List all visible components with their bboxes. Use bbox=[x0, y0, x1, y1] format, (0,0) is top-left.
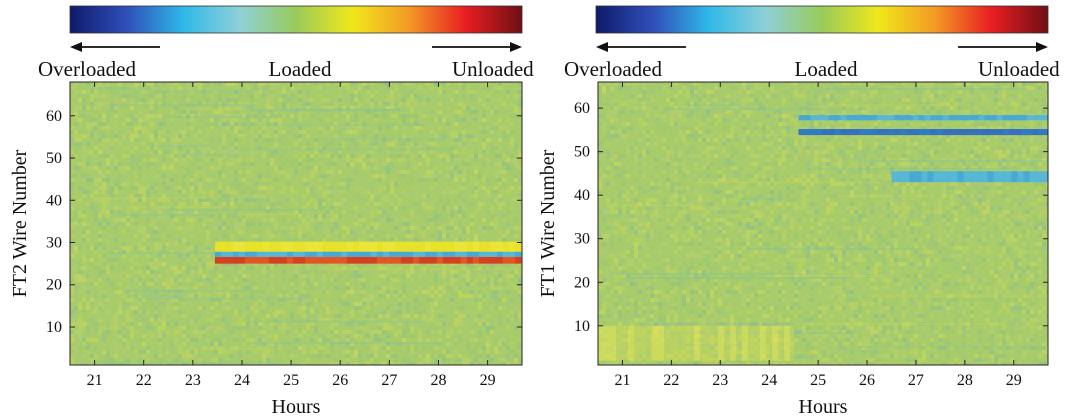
x-tick-label: 22 bbox=[663, 372, 679, 389]
x-tick-label: 22 bbox=[136, 372, 152, 389]
y-tick-label: 20 bbox=[574, 274, 590, 291]
y-tick-label: 30 bbox=[46, 235, 62, 252]
y-axis-label: FT1 Wire Number bbox=[537, 149, 559, 297]
y-tick-label: 10 bbox=[574, 318, 590, 335]
x-tick-label: 23 bbox=[185, 372, 201, 389]
heatmap-band bbox=[891, 171, 1048, 183]
legend-loaded-label: Loaded bbox=[269, 57, 332, 81]
y-tick-label: 50 bbox=[46, 150, 62, 167]
unloaded-arrow-icon bbox=[432, 42, 522, 52]
y-tick-label: 40 bbox=[574, 187, 590, 204]
heatmap-band bbox=[798, 115, 1048, 121]
x-tick-label: 24 bbox=[761, 372, 777, 389]
y-tick-label: 40 bbox=[46, 192, 62, 209]
x-tick-label: 29 bbox=[1006, 372, 1022, 389]
overloaded-arrow-icon bbox=[70, 42, 160, 52]
legend-unloaded-label: Unloaded bbox=[978, 57, 1060, 81]
y-axis-label: FT2 Wire Number bbox=[9, 149, 31, 297]
x-tick-label: 26 bbox=[859, 372, 875, 389]
chart-panel-1: Overloaded Loaded Unloaded 21 22 23 24 25 26 27 28… bbox=[9, 5, 534, 418]
x-tick-label: 28 bbox=[430, 372, 446, 389]
heatmap-band bbox=[798, 129, 1048, 136]
y-tick-label: 60 bbox=[574, 100, 590, 117]
heatmap-band bbox=[214, 241, 522, 252]
x-tick-label: 25 bbox=[283, 372, 299, 389]
x-tick-label: 29 bbox=[480, 372, 496, 389]
plot-frame bbox=[597, 81, 1049, 366]
x-tick-label: 24 bbox=[234, 372, 250, 389]
legend-loaded-label: Loaded bbox=[795, 57, 858, 81]
y-tick-label: 50 bbox=[574, 144, 590, 161]
plot-frame bbox=[69, 81, 523, 366]
legend-overloaded-label: Overloaded bbox=[38, 57, 136, 81]
x-axis-label: Hours bbox=[272, 396, 321, 418]
overloaded-arrow-icon bbox=[596, 42, 686, 52]
x-tick-label: 27 bbox=[381, 372, 397, 389]
legend-unloaded-label: Unloaded bbox=[452, 57, 534, 81]
y-tick-label: 30 bbox=[574, 231, 590, 248]
x-tick-label: 28 bbox=[957, 372, 973, 389]
legend-overloaded-label: Overloaded bbox=[564, 57, 662, 81]
x-axis-label: Hours bbox=[799, 396, 848, 418]
colorbar bbox=[69, 5, 523, 34]
x-tick-label: 25 bbox=[810, 372, 826, 389]
heatmap-band bbox=[214, 256, 522, 264]
x-tick-label: 21 bbox=[614, 372, 630, 389]
chart-panel-2: Overloaded Loaded Unloaded 21 22 23 24 25 26 27 28… bbox=[537, 5, 1060, 418]
unloaded-arrow-icon bbox=[958, 42, 1048, 52]
x-tick-label: 21 bbox=[87, 372, 103, 389]
heatmap-field bbox=[70, 82, 522, 365]
x-tick-label: 27 bbox=[908, 372, 924, 389]
y-tick-label: 10 bbox=[46, 319, 62, 336]
heatmap-band bbox=[214, 251, 522, 257]
heatmap-field bbox=[598, 82, 1048, 365]
y-tick-label: 20 bbox=[46, 277, 62, 294]
colorbar bbox=[595, 5, 1049, 34]
x-tick-label: 26 bbox=[332, 372, 348, 389]
heatmap-band bbox=[598, 325, 794, 361]
y-tick-label: 60 bbox=[46, 108, 62, 125]
x-tick-label: 23 bbox=[712, 372, 728, 389]
